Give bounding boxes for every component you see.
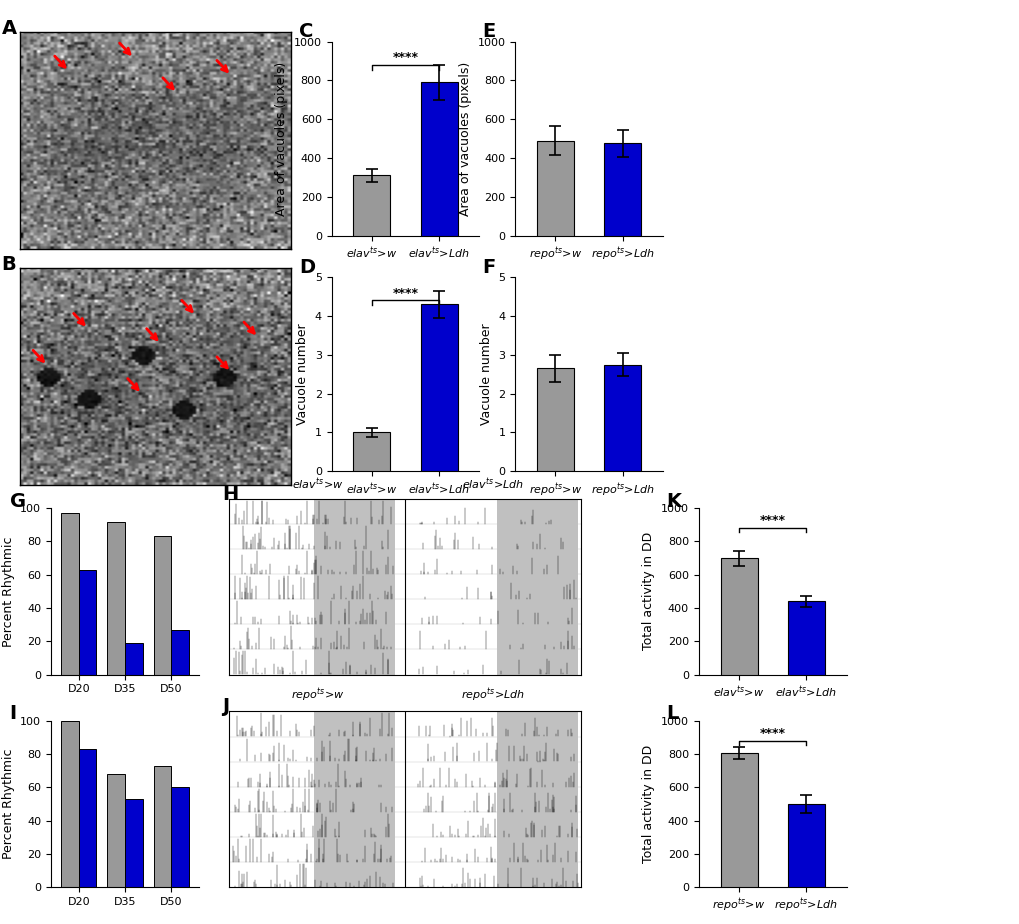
Bar bbox=[154, 537, 171, 675]
Text: $elav^{ts}$>w: $elav^{ts}$>w bbox=[291, 477, 343, 492]
Text: I: I bbox=[9, 704, 16, 723]
Y-axis label: Total activity in DD: Total activity in DD bbox=[642, 532, 655, 650]
Text: D: D bbox=[299, 258, 315, 277]
Bar bbox=[154, 766, 171, 887]
Bar bbox=[124, 799, 143, 887]
Text: J: J bbox=[222, 698, 229, 716]
Bar bbox=[353, 432, 390, 471]
Text: K: K bbox=[665, 492, 681, 511]
Y-axis label: Vacuole number: Vacuole number bbox=[296, 323, 309, 425]
Bar bbox=[314, 837, 394, 862]
Bar bbox=[171, 787, 189, 887]
Bar bbox=[496, 600, 578, 625]
Bar bbox=[496, 837, 578, 862]
Bar bbox=[314, 736, 394, 761]
Bar bbox=[496, 761, 578, 786]
Bar bbox=[787, 602, 824, 675]
Bar bbox=[171, 629, 189, 675]
Y-axis label: Total activity in DD: Total activity in DD bbox=[642, 745, 655, 863]
Bar bbox=[603, 365, 641, 471]
Bar bbox=[353, 176, 390, 236]
Bar bbox=[496, 549, 578, 574]
Bar bbox=[314, 711, 394, 736]
Bar bbox=[107, 521, 125, 675]
Text: ****: **** bbox=[392, 51, 418, 64]
Bar bbox=[314, 786, 394, 812]
Bar bbox=[314, 600, 394, 625]
Text: $repo^{ts}$>w: $repo^{ts}$>w bbox=[290, 687, 344, 704]
Y-axis label: Percent Rhythmic: Percent Rhythmic bbox=[2, 536, 14, 647]
Bar bbox=[314, 862, 394, 887]
Text: F: F bbox=[482, 258, 495, 277]
Bar bbox=[496, 862, 578, 887]
Bar bbox=[496, 625, 578, 650]
Bar bbox=[420, 304, 458, 471]
Bar bbox=[107, 774, 125, 887]
Bar bbox=[61, 721, 78, 887]
Bar bbox=[496, 736, 578, 761]
Text: $elav^{ts}$>Ldh: $elav^{ts}$>Ldh bbox=[462, 477, 524, 492]
Bar bbox=[496, 574, 578, 600]
Bar bbox=[78, 749, 96, 887]
Bar bbox=[314, 549, 394, 574]
Bar bbox=[496, 650, 578, 675]
Text: E: E bbox=[482, 22, 495, 42]
Text: G: G bbox=[9, 492, 25, 511]
Bar bbox=[496, 812, 578, 837]
Text: ****: **** bbox=[759, 727, 785, 740]
Bar bbox=[719, 753, 757, 887]
Y-axis label: Area of vacuoles (pixels): Area of vacuoles (pixels) bbox=[275, 62, 288, 215]
Text: H: H bbox=[222, 485, 238, 504]
Bar bbox=[496, 499, 578, 524]
Y-axis label: Area of vacuoles (pixels): Area of vacuoles (pixels) bbox=[459, 62, 472, 215]
Bar bbox=[496, 711, 578, 736]
Bar bbox=[314, 625, 394, 650]
Text: $repo^{ts}$>Ldh: $repo^{ts}$>Ldh bbox=[461, 687, 525, 704]
Bar bbox=[496, 524, 578, 549]
Bar bbox=[61, 513, 78, 675]
Text: B: B bbox=[1, 255, 16, 274]
Text: A: A bbox=[1, 19, 16, 38]
Bar bbox=[536, 140, 574, 236]
Text: ****: **** bbox=[759, 515, 785, 528]
Bar bbox=[536, 369, 574, 471]
Bar bbox=[603, 143, 641, 236]
Bar bbox=[314, 499, 394, 524]
Text: ****: **** bbox=[392, 286, 418, 299]
Bar bbox=[314, 812, 394, 837]
Text: L: L bbox=[665, 704, 678, 723]
Bar bbox=[420, 82, 458, 236]
Bar bbox=[314, 524, 394, 549]
Y-axis label: Percent Rhythmic: Percent Rhythmic bbox=[2, 748, 14, 859]
Bar bbox=[314, 574, 394, 600]
Bar bbox=[787, 804, 824, 887]
Bar bbox=[124, 643, 143, 675]
Bar bbox=[719, 558, 757, 675]
Y-axis label: Vacuole number: Vacuole number bbox=[479, 323, 492, 425]
Bar bbox=[314, 761, 394, 786]
Text: C: C bbox=[299, 22, 313, 42]
Bar bbox=[496, 786, 578, 812]
Bar bbox=[314, 650, 394, 675]
Bar bbox=[78, 570, 96, 675]
